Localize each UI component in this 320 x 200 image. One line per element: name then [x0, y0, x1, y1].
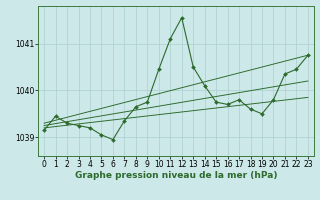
- X-axis label: Graphe pression niveau de la mer (hPa): Graphe pression niveau de la mer (hPa): [75, 171, 277, 180]
